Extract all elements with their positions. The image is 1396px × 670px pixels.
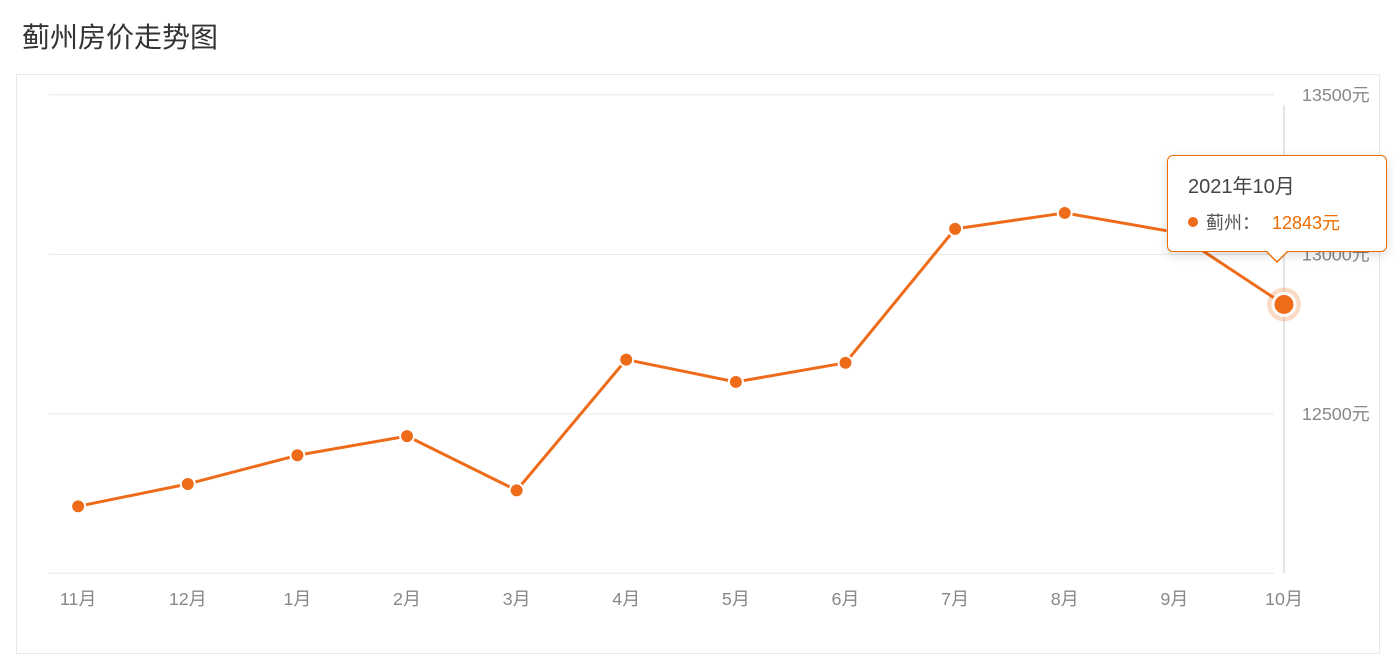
- x-axis-label: 3月: [503, 589, 531, 609]
- x-axis-label: 1月: [283, 589, 311, 609]
- data-marker[interactable]: [510, 483, 524, 497]
- tooltip-date: 2021年10月: [1188, 170, 1366, 199]
- x-axis-label: 8月: [1051, 589, 1079, 609]
- x-axis-label: 9月: [1160, 589, 1188, 609]
- data-marker[interactable]: [619, 353, 633, 367]
- x-axis-label: 7月: [941, 589, 969, 609]
- data-marker[interactable]: [71, 499, 85, 513]
- x-axis-label: 4月: [612, 589, 640, 609]
- y-axis-label: 12500元: [1302, 404, 1370, 424]
- chart-tooltip: 2021年10月 蓟州： 12843元: [1167, 155, 1387, 252]
- x-axis-label: 5月: [722, 589, 750, 609]
- highlight-marker[interactable]: [1273, 293, 1295, 315]
- data-marker[interactable]: [181, 477, 195, 491]
- data-marker[interactable]: [839, 356, 853, 370]
- tooltip-dot-icon: [1188, 217, 1198, 227]
- x-axis-label: 2月: [393, 589, 421, 609]
- data-marker[interactable]: [948, 222, 962, 236]
- x-axis-label: 10月: [1265, 589, 1303, 609]
- data-marker[interactable]: [1058, 206, 1072, 220]
- tooltip-value: 12843元: [1272, 209, 1340, 235]
- chart-title: 蓟州房价走势图: [22, 16, 1380, 56]
- x-axis-label: 12月: [169, 589, 207, 609]
- y-axis-label: 13500元: [1302, 85, 1370, 105]
- data-marker[interactable]: [729, 375, 743, 389]
- data-line: [78, 213, 1284, 506]
- data-marker[interactable]: [290, 448, 304, 462]
- tooltip-series-label: 蓟州：: [1206, 209, 1260, 235]
- data-marker[interactable]: [400, 429, 414, 443]
- x-axis-label: 11月: [60, 589, 97, 609]
- x-axis-label: 6月: [832, 589, 860, 609]
- chart-container: 12500元13000元13500元11月12月1月2月3月4月5月6月7月8月…: [16, 74, 1380, 654]
